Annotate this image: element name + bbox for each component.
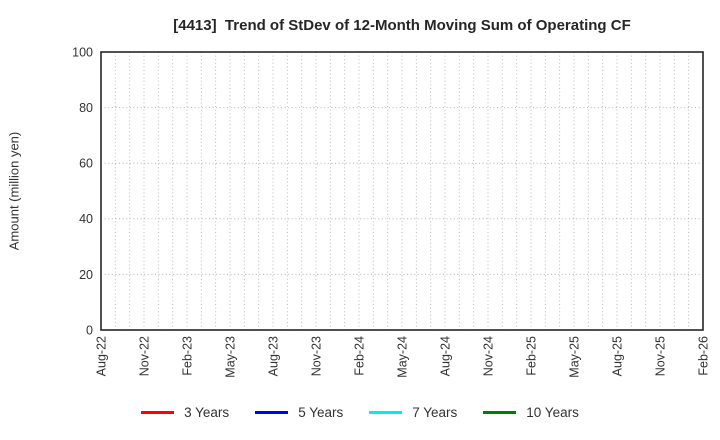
legend-label: 5 Years (298, 405, 344, 420)
x-tick-label: Aug-23 (266, 336, 280, 376)
y-tick-label: 0 (86, 323, 93, 337)
legend-item: 3 Years (141, 405, 229, 420)
legend: 3 Years 5 Years 7 Years 10 Years (0, 405, 720, 420)
x-tick-label: May-24 (395, 336, 409, 378)
x-tick-label: Aug-22 (94, 336, 108, 376)
legend-label: 10 Years (526, 405, 579, 420)
x-tick-label: Nov-25 (653, 336, 667, 376)
x-tick-label: Feb-26 (696, 336, 710, 376)
x-tick-label: Feb-24 (352, 336, 366, 376)
legend-line-swatch (255, 411, 289, 414)
legend-line-swatch (483, 411, 517, 414)
x-tick-label: Feb-25 (524, 336, 538, 376)
x-tick-label: Nov-22 (137, 336, 151, 376)
y-tick-label: 20 (79, 268, 93, 282)
x-tick-label: Nov-23 (309, 336, 323, 376)
plot-border (100, 51, 704, 331)
y-tick-label: 60 (79, 157, 93, 171)
legend-label: 3 Years (184, 405, 230, 420)
legend-line-swatch (141, 411, 175, 414)
legend-label: 7 Years (412, 405, 458, 420)
x-tick-label: May-25 (567, 336, 581, 378)
y-tick-label: 40 (79, 212, 93, 226)
chart-title: [4413] Trend of StDev of 12-Month Moving… (173, 17, 631, 34)
y-tick-label: 100 (72, 45, 93, 59)
x-tick-label: Nov-24 (481, 336, 495, 376)
y-tick-label: 80 (79, 101, 93, 115)
x-tick-label: Aug-24 (438, 336, 452, 376)
legend-line-swatch (369, 411, 403, 414)
legend-item: 10 Years (483, 405, 579, 420)
legend-item: 7 Years (369, 405, 457, 420)
x-tick-label: May-23 (223, 336, 237, 378)
x-tick-label: Feb-23 (180, 336, 194, 376)
x-tick-label: Aug-25 (610, 336, 624, 376)
legend-item: 5 Years (255, 405, 343, 420)
